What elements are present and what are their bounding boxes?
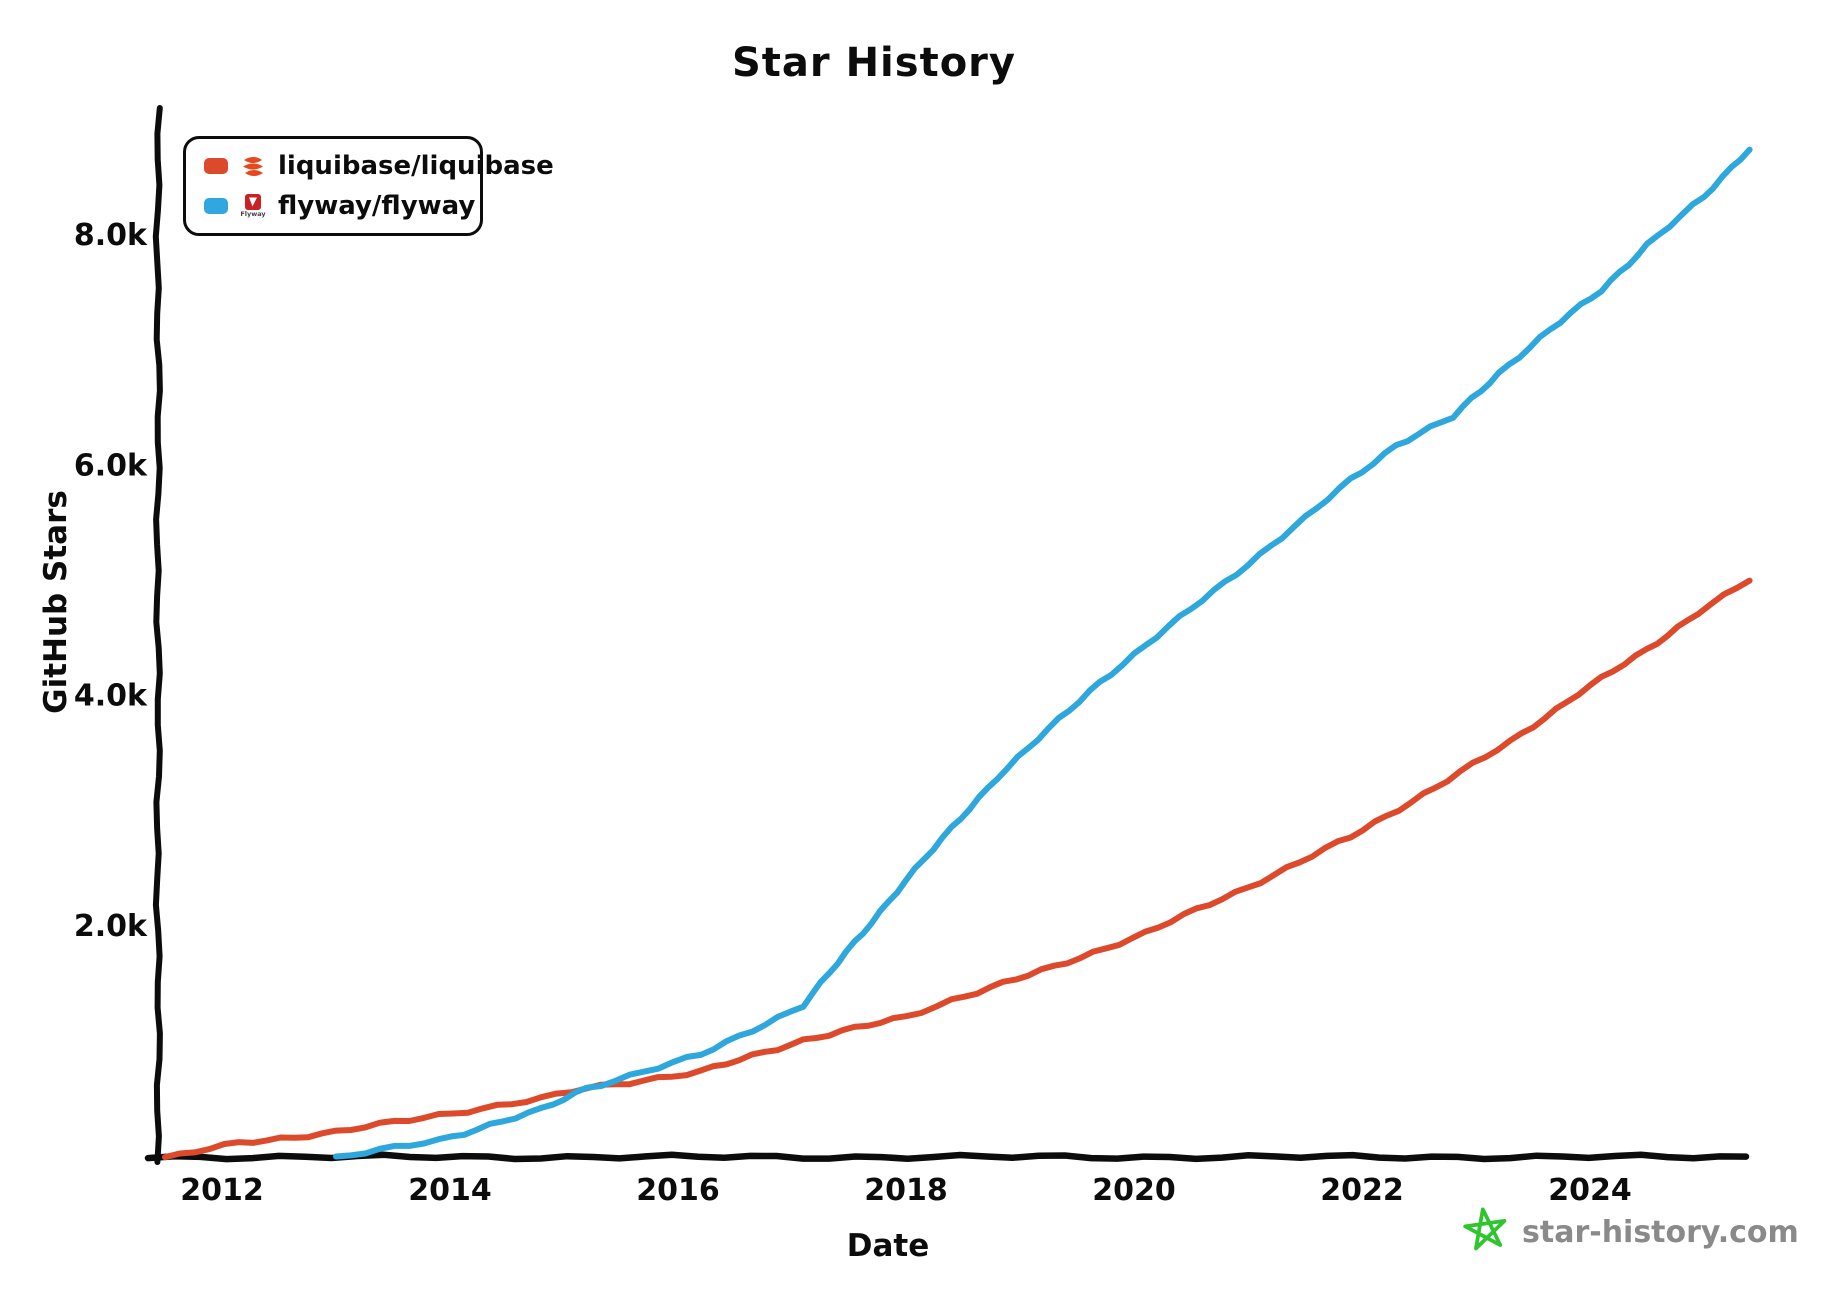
x-axis-title: Date bbox=[846, 1228, 930, 1264]
x-tick-label: 2012 bbox=[180, 1173, 264, 1208]
x-tick-label: 2024 bbox=[1548, 1173, 1632, 1208]
flyway-swatch bbox=[204, 198, 228, 214]
liquibase-logo-icon bbox=[239, 152, 267, 180]
watermark[interactable]: star-history.com bbox=[1462, 1206, 1799, 1258]
liquibase-swatch bbox=[204, 158, 228, 174]
y-tick-label: 4.0k bbox=[74, 679, 148, 714]
legend-label: flyway/flyway bbox=[278, 191, 476, 221]
legend: liquibase/liquibase Flyway flyway/flyway bbox=[183, 136, 554, 236]
x-tick-label: 2016 bbox=[636, 1173, 720, 1208]
legend-item-liquibase[interactable]: liquibase/liquibase bbox=[204, 151, 554, 181]
chart-title: Star History bbox=[732, 40, 1016, 86]
legend-label: liquibase/liquibase bbox=[278, 151, 554, 181]
y-tick-label: 6.0k bbox=[74, 448, 148, 483]
star-doodle-icon bbox=[1459, 1203, 1514, 1261]
y-tick-label: 2.0k bbox=[74, 909, 148, 944]
y-axis-title: GitHub Stars bbox=[38, 490, 74, 714]
y-axis-line bbox=[152, 105, 163, 1165]
x-tick-label: 2014 bbox=[408, 1173, 492, 1208]
flyway-logo-icon: Flyway bbox=[239, 192, 267, 220]
liquibase-line bbox=[162, 577, 1753, 1161]
watermark-text: star-history.com bbox=[1522, 1214, 1799, 1250]
legend-item-flyway[interactable]: Flyway flyway/flyway bbox=[204, 191, 475, 221]
y-tick-label: 8.0k bbox=[74, 218, 148, 253]
x-axis-line bbox=[144, 1151, 1750, 1163]
x-tick-label: 2018 bbox=[864, 1173, 948, 1208]
x-tick-label: 2022 bbox=[1320, 1173, 1404, 1208]
x-tick-label: 2020 bbox=[1092, 1173, 1176, 1208]
flyway-logo-text: Flyway bbox=[240, 210, 266, 219]
flyway-line bbox=[333, 146, 1753, 1160]
